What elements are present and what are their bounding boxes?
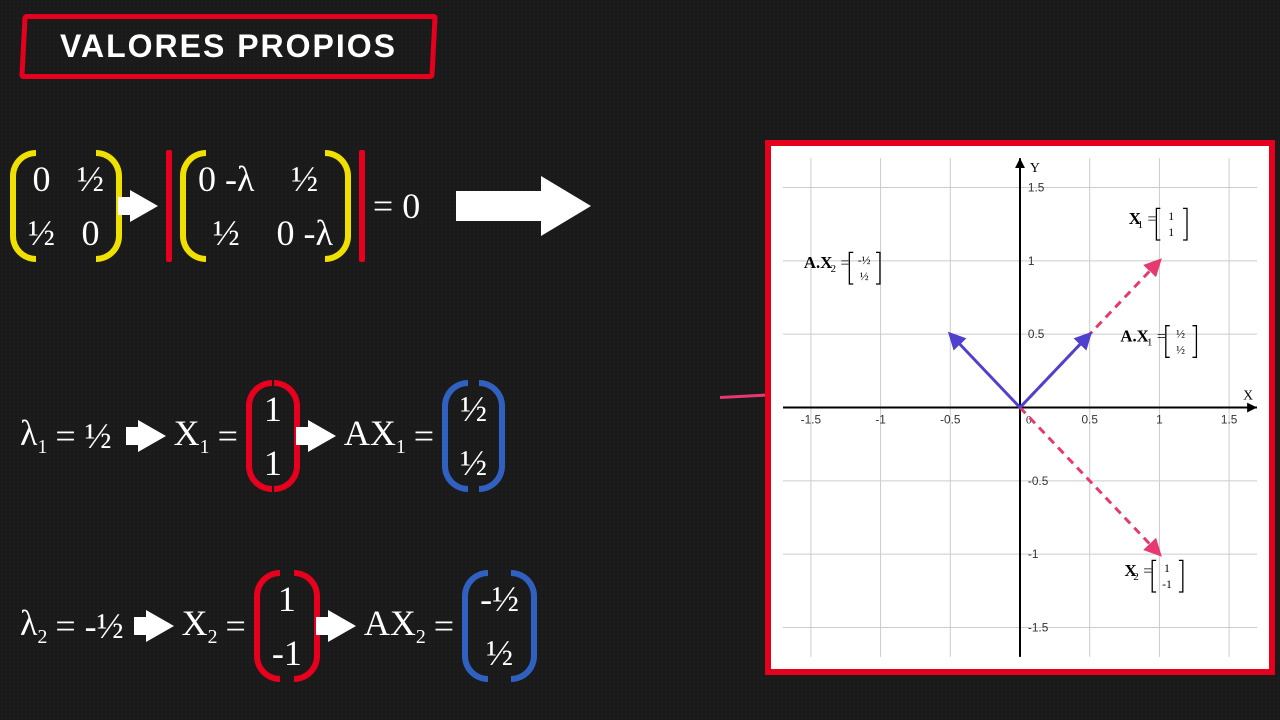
l1-eq1: = ½ xyxy=(55,415,111,457)
svg-text:=: = xyxy=(840,255,849,272)
char-matrix: 0 -λ ½ ½ 0 -λ xyxy=(180,150,351,262)
C-21: ½ xyxy=(198,212,254,254)
svg-text:1: 1 xyxy=(1028,254,1035,268)
l1-AX: AX xyxy=(344,413,396,453)
svg-text:1: 1 xyxy=(1138,219,1143,231)
svg-text:-1: -1 xyxy=(1028,547,1039,561)
l2-AXsub: 2 xyxy=(416,627,426,649)
svg-text:1: 1 xyxy=(1147,336,1152,348)
svg-text:½: ½ xyxy=(1176,342,1185,356)
svg-text:A.X: A.X xyxy=(804,253,832,272)
A-12: ½ xyxy=(77,158,104,200)
l2-Xsub: 2 xyxy=(208,627,218,649)
svg-text:1: 1 xyxy=(1164,561,1170,575)
l2-AX: AX xyxy=(364,603,416,643)
graph-inner: -1.5-1.5-1-1-0.5-0.50.50.5111.51.50XYX1=… xyxy=(783,158,1257,657)
arrow-small-1 xyxy=(130,190,158,222)
svg-text:1.5: 1.5 xyxy=(1221,412,1238,426)
l2-vec: 1 -1 xyxy=(254,570,320,682)
l2-eq1: = -½ xyxy=(55,605,123,647)
l1-eq3: = xyxy=(414,415,434,457)
l1-avec: ½ ½ xyxy=(442,380,505,492)
top-equation: 0 ½ ½ 0 0 -λ ½ ½ 0 -λ = 0 xyxy=(10,150,596,262)
l2-v2: -1 xyxy=(272,632,302,674)
C-12: ½ xyxy=(276,158,332,200)
arrow-l2-a xyxy=(146,610,174,642)
svg-text:-1: -1 xyxy=(875,412,886,426)
svg-text:X: X xyxy=(1243,388,1253,403)
l1-v2: 1 xyxy=(264,442,282,484)
svg-text:-0.5: -0.5 xyxy=(1028,474,1049,488)
svg-text:1: 1 xyxy=(1168,225,1174,239)
arrow-big xyxy=(456,181,596,231)
svg-text:A.X: A.X xyxy=(1120,326,1148,345)
graph-svg: -1.5-1.5-1-1-0.5-0.50.50.5111.51.50XYX1=… xyxy=(783,158,1257,657)
l2-avec: -½ ½ xyxy=(462,570,537,682)
title-text: VALORES PROPIOS xyxy=(60,28,397,64)
C-22: 0 -λ xyxy=(276,212,332,254)
svg-text:=: = xyxy=(1143,563,1152,580)
l2-av2: ½ xyxy=(480,632,519,674)
svg-text:-0.5: -0.5 xyxy=(940,412,961,426)
l1-AXsub: 1 xyxy=(396,437,406,459)
l1-X: X xyxy=(174,413,200,453)
C-11: 0 -λ xyxy=(198,158,254,200)
equals-zero: = 0 xyxy=(373,185,420,227)
l1-Xsub: 1 xyxy=(200,437,210,459)
l2-av1: -½ xyxy=(480,578,519,620)
l1-lambda: λ xyxy=(20,413,37,453)
arrow-l1-b xyxy=(308,420,336,452)
matrix-A: 0 ½ ½ 0 xyxy=(10,150,122,262)
eigen-line-2: λ2 = -½ X2 = 1 -1 AX2 = -½ ½ xyxy=(20,570,537,682)
det-bar-right xyxy=(359,150,365,262)
svg-text:2: 2 xyxy=(1133,571,1138,583)
svg-text:½: ½ xyxy=(1176,327,1185,341)
svg-text:1: 1 xyxy=(1156,412,1163,426)
svg-text:-½: -½ xyxy=(858,253,871,267)
det-bar-left xyxy=(166,150,172,262)
svg-text:=: = xyxy=(1157,328,1166,345)
l2-lambda: λ xyxy=(20,603,37,643)
graph-panel: -1.5-1.5-1-1-0.5-0.50.50.5111.51.50XYX1=… xyxy=(765,140,1275,675)
svg-text:=: = xyxy=(1148,211,1157,228)
l2-v1: 1 xyxy=(272,578,302,620)
eigen-line-1: λ1 = ½ X1 = 1 1 AX1 = ½ ½ xyxy=(20,380,505,492)
l1-v1: 1 xyxy=(264,388,282,430)
svg-text:-1: -1 xyxy=(1162,577,1172,591)
l1-av2: ½ xyxy=(460,442,487,484)
A-22: 0 xyxy=(77,212,104,254)
arrow-l2-b xyxy=(328,610,356,642)
svg-text:Y: Y xyxy=(1030,160,1040,175)
svg-text:-1.5: -1.5 xyxy=(1028,620,1049,634)
l2-eq2: = xyxy=(226,605,246,647)
title-banner: VALORES PROPIOS xyxy=(25,18,432,75)
svg-text:1.5: 1.5 xyxy=(1028,180,1045,194)
A-11: 0 xyxy=(28,158,55,200)
svg-text:0.5: 0.5 xyxy=(1081,412,1098,426)
l1-lambda-sub: 1 xyxy=(37,437,47,459)
l1-vec: 1 1 xyxy=(246,380,300,492)
svg-text:-1.5: -1.5 xyxy=(801,412,822,426)
A-21: ½ xyxy=(28,212,55,254)
arrow-l1-a xyxy=(138,420,166,452)
l1-eq2: = xyxy=(218,415,238,457)
l2-lambda-sub: 2 xyxy=(37,627,47,649)
svg-text:2: 2 xyxy=(831,263,836,275)
svg-text:0.5: 0.5 xyxy=(1028,327,1045,341)
svg-text:1: 1 xyxy=(1168,209,1174,223)
l2-eq3: = xyxy=(434,605,454,647)
l2-X: X xyxy=(182,603,208,643)
svg-text:½: ½ xyxy=(860,269,869,283)
l1-av1: ½ xyxy=(460,388,487,430)
